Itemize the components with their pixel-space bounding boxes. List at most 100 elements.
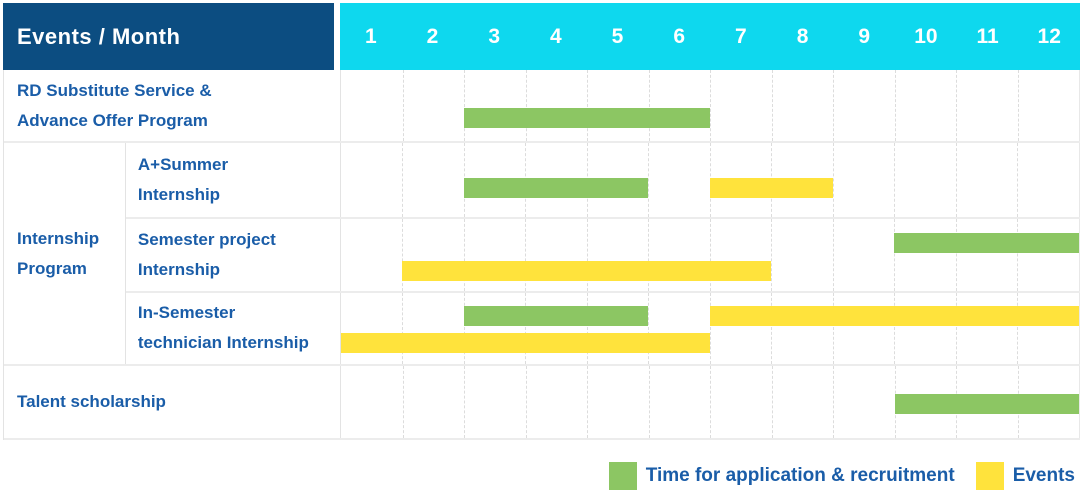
month-gridline [648, 219, 650, 291]
month-header-row: 1 2 3 4 5 6 7 8 9 10 11 12 [340, 3, 1080, 70]
application-recruitment-bar [464, 108, 710, 128]
month-gridline [956, 70, 957, 141]
table-subrow: Semester project Internship [125, 219, 1080, 293]
month-gridline [771, 70, 773, 141]
month-gridline [1017, 70, 1019, 141]
month-gridline [648, 143, 650, 218]
month-gridline [463, 292, 465, 364]
month-gridline [1017, 292, 1019, 364]
application-recruitment-bar [894, 233, 1079, 254]
month-gridline [955, 292, 957, 364]
month-header-cell-8: 8 [796, 24, 809, 48]
table-group-row: Internship Program A+Summer Internship Semes… [4, 143, 1080, 366]
month-gridline [648, 366, 650, 438]
label-line: RD Substitute Service & [17, 80, 212, 100]
label-line: technician Internship [137, 333, 309, 353]
month-header-cell-1: 1 [364, 24, 377, 48]
month-gridline [955, 219, 957, 291]
chart-cell [340, 292, 1080, 364]
schedule-table: Events / Month 1 2 3 4 5 6 7 8 9 10 11 12 RD Substi… [3, 3, 1080, 440]
subrow-label: A+Summer Internship [126, 143, 341, 218]
table-row: RD Substitute Service & Advance Offer Pro… [4, 70, 1080, 143]
month-gridline [709, 292, 711, 364]
month-gridline [832, 292, 834, 364]
label-line: Advance Offer Program [17, 110, 208, 130]
table-header-row: Events / Month 1 2 3 4 5 6 7 8 9 10 11 12 [3, 3, 1080, 70]
month-header-cell-11: 11 [976, 24, 999, 48]
month-gridline [402, 292, 404, 364]
month-header-cell-4: 4 [550, 24, 562, 48]
month-gridline [463, 219, 465, 291]
table-subrow: In-Semester technician Internship [126, 292, 1080, 364]
table-body: RD Substitute Service & Advance Offer Pro… [3, 70, 1080, 440]
yellow-swatch [975, 462, 1004, 490]
month-gridline [402, 366, 404, 438]
table-subrow: A+Summer Internship [125, 143, 1080, 220]
month-gridline [894, 219, 896, 291]
label-line: Semester project [137, 229, 276, 249]
month-gridline [525, 366, 527, 438]
month-gridline [894, 143, 896, 218]
table-row: Talent scholarship [4, 366, 1080, 440]
month-gridline [648, 70, 650, 141]
month-gridline [1017, 143, 1019, 218]
month-gridline [832, 143, 834, 218]
month-gridline [833, 366, 834, 438]
month-gridline [586, 219, 588, 291]
chart-cell [341, 143, 1080, 218]
group-label: Internship Program [4, 143, 126, 364]
application-recruitment-bar [463, 305, 649, 326]
month-gridline [709, 219, 711, 291]
application-recruitment-bar [463, 178, 649, 198]
legend-item-green: Time for application & recruitment [608, 462, 955, 490]
month-header-cell-6: 6 [673, 24, 686, 48]
month-gridline [955, 143, 957, 218]
label-line: Talent scholarship [17, 392, 166, 411]
chart-cell [341, 366, 1080, 438]
month-gridline [833, 70, 834, 141]
month-gridline [648, 292, 650, 364]
label-line: In-Semester [137, 303, 236, 323]
events-bar [709, 178, 833, 198]
label-line: Internship [17, 228, 100, 248]
month-gridline [402, 219, 404, 291]
label-line: Internship [137, 185, 221, 205]
subrow-label: Semester project Internship [126, 219, 341, 291]
month-gridline [894, 70, 896, 141]
legend-label: Time for application & recruitment [645, 465, 955, 486]
label-line: Program [17, 258, 87, 278]
month-gridline [771, 366, 773, 438]
month-gridline [525, 292, 527, 364]
legend: Time for application & recruitment Events [608, 461, 1075, 491]
month-header-cell-9: 9 [858, 24, 871, 48]
month-header-cell-12: 12 [1037, 24, 1061, 48]
label-line: A+Summer [137, 155, 229, 175]
month-header-cell-2: 2 [426, 24, 439, 48]
subrow-label: In-Semester technician Internship [126, 292, 341, 364]
application-recruitment-bar [894, 394, 1079, 414]
chart-cell [341, 219, 1080, 291]
month-header-cell-7: 7 [735, 24, 747, 48]
events-month-header-cell: Events / Month [3, 3, 334, 70]
group-subrows: A+Summer Internship Semester project Intern… [125, 143, 1080, 364]
row-label: Talent scholarship [4, 366, 341, 438]
month-header-cell-3: 3 [488, 24, 501, 48]
row-label: RD Substitute Service & Advance Offer Pro… [4, 70, 341, 141]
events-bar [340, 332, 710, 353]
month-gridline [586, 292, 588, 364]
month-gridline [464, 70, 465, 141]
month-gridline [710, 70, 711, 141]
month-gridline [832, 219, 834, 291]
events-bar [402, 261, 772, 282]
events-bar [709, 305, 1079, 326]
month-gridline [464, 366, 465, 438]
month-gridline [525, 219, 527, 291]
month-header-cell-5: 5 [611, 24, 624, 48]
month-gridline [587, 366, 588, 438]
month-gridline [402, 70, 404, 141]
month-gridline [894, 292, 896, 364]
legend-item-yellow: Events [975, 462, 1075, 490]
month-gridline [587, 70, 588, 141]
month-header-cell-10: 10 [914, 24, 938, 48]
chart-cell [341, 70, 1080, 141]
